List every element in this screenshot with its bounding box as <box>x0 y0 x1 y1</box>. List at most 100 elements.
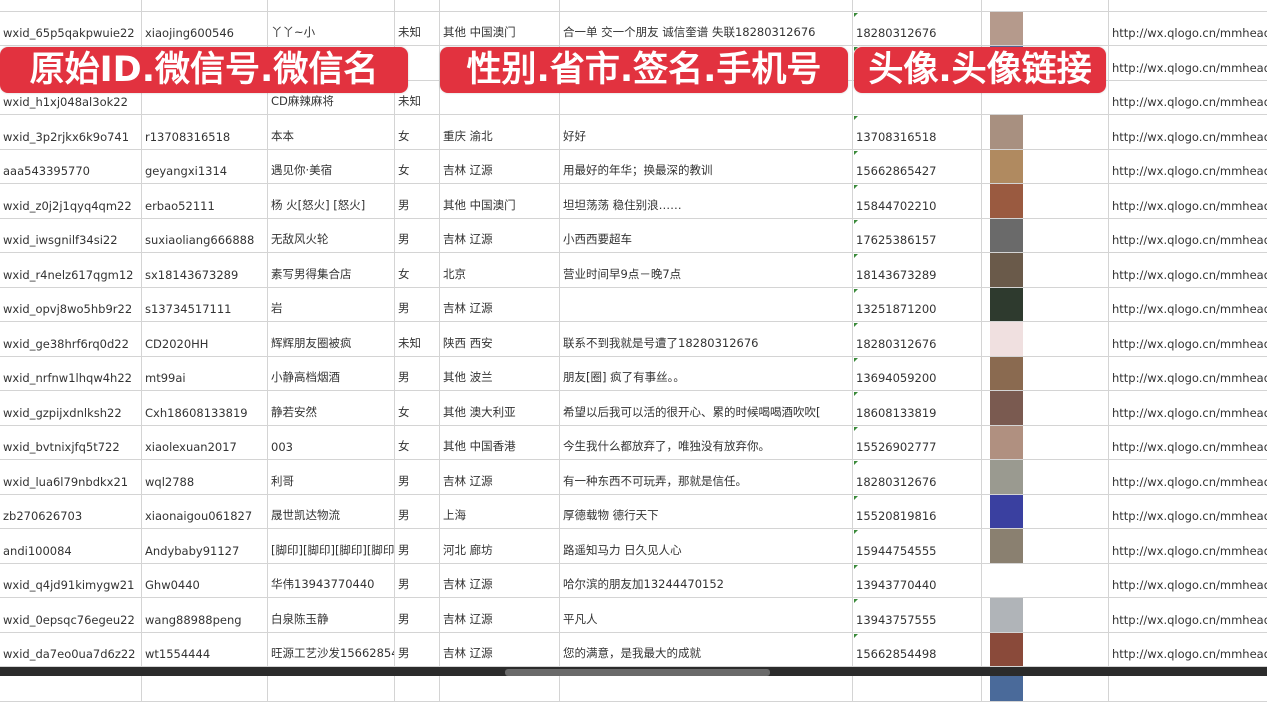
avatar-cell[interactable] <box>982 494 1109 528</box>
avatar-cell[interactable] <box>982 218 1109 252</box>
phone-cell[interactable]: 13708316518 <box>853 115 982 149</box>
signature-cell[interactable]: 今生我什么都放弃了，唯独没有放弃你。 <box>560 425 853 459</box>
wechat-name-cell[interactable]: 晟世凯达物流 <box>268 494 395 528</box>
horizontal-scrollbar[interactable] <box>505 669 770 676</box>
avatar-url-cell[interactable]: http://wx.qlogo.cn/mmhead <box>1109 288 1267 322</box>
avatar-url-cell[interactable]: http://wx.qlogo.cn/mmhead <box>1109 150 1267 184</box>
wechat-id-cell[interactable]: wang88988peng <box>142 598 268 632</box>
wechat-name-cell[interactable]: 旺源工艺沙发15662854 <box>268 632 395 666</box>
original-id-cell[interactable]: zb270626703 <box>0 494 142 528</box>
wechat-id-cell[interactable]: wt1554444 <box>142 632 268 666</box>
signature-cell[interactable] <box>560 287 853 321</box>
gender-cell[interactable]: 女 <box>395 391 440 425</box>
region-cell[interactable]: 北京 <box>440 253 560 287</box>
gender-cell[interactable]: 女 <box>395 149 440 183</box>
region-cell[interactable]: 吉林 辽源 <box>440 460 560 494</box>
signature-cell[interactable]: 平凡人 <box>560 598 853 632</box>
wechat-id-cell[interactable]: Cxh18608133819 <box>142 391 268 425</box>
wechat-name-cell[interactable]: 白泉陈玉静 <box>268 598 395 632</box>
avatar-url-cell[interactable]: http://wx.qlogo.cn/mmhead <box>1109 322 1267 356</box>
gender-cell[interactable]: 男 <box>395 529 440 563</box>
signature-cell[interactable]: 用最好的年华；换最深的教训 <box>560 149 853 183</box>
signature-cell[interactable]: 路遥知马力 日久见人心 <box>560 529 853 563</box>
region-cell[interactable]: 吉林 辽源 <box>440 598 560 632</box>
signature-cell[interactable]: 联系不到我就是号遭了18280312676 <box>560 322 853 356</box>
wechat-name-cell[interactable]: 华伟13943770440 <box>268 563 395 597</box>
original-id-cell[interactable]: wxid_z0j2j1qyq4qm22 <box>0 184 142 218</box>
wechat-id-cell[interactable]: geyangxi1314 <box>142 149 268 183</box>
avatar-url-cell[interactable]: http://wx.qlogo.cn/mmhead <box>1109 219 1267 253</box>
avatar-url-cell[interactable]: http://wx.qlogo.cn/mmhead <box>1109 115 1267 149</box>
phone-cell[interactable]: 18608133819 <box>853 391 982 425</box>
avatar-url-cell[interactable]: http://wx.qlogo.cn/mmhead <box>1109 253 1267 287</box>
region-cell[interactable]: 其他 中国澳门 <box>440 184 560 218</box>
gender-cell[interactable] <box>395 0 440 11</box>
avatar-url-cell[interactable]: http://wx.qlogo.cn/mmhead <box>1109 12 1267 46</box>
avatar-cell[interactable] <box>982 149 1109 183</box>
original-id-cell[interactable]: andi100084 <box>0 529 142 563</box>
gender-cell[interactable] <box>395 46 440 80</box>
signature-cell[interactable]: 哈尔滨的朋友加13244470152 <box>560 563 853 597</box>
wechat-id-cell[interactable] <box>142 80 268 114</box>
avatar-url-cell[interactable]: http://wx.qlogo.cn/mmhead <box>1109 564 1267 598</box>
avatar-cell[interactable] <box>982 356 1109 390</box>
wechat-id-cell[interactable]: wql2788 <box>142 460 268 494</box>
region-cell[interactable]: 吉林 辽源 <box>440 218 560 252</box>
phone-cell[interactable]: 15944754555 <box>853 529 982 563</box>
signature-cell[interactable] <box>560 0 853 11</box>
avatar-cell[interactable] <box>982 322 1109 356</box>
wechat-id-cell[interactable]: erbao52111 <box>142 184 268 218</box>
signature-cell[interactable]: 合一单 交一个朋友 诚信奎谱 失联18280312676 <box>560 11 853 45</box>
avatar-cell[interactable] <box>982 632 1109 666</box>
avatar-cell[interactable] <box>982 184 1109 218</box>
gender-cell[interactable]: 未知 <box>395 11 440 45</box>
gender-cell[interactable]: 男 <box>395 460 440 494</box>
avatar-cell[interactable] <box>982 11 1109 45</box>
region-cell[interactable]: 陕西 西安 <box>440 322 560 356</box>
phone-cell[interactable]: 13943770440 <box>853 563 982 597</box>
gender-cell[interactable]: 未知 <box>395 322 440 356</box>
wechat-id-cell[interactable]: suxiaoliang666888 <box>142 218 268 252</box>
wechat-id-cell[interactable]: xiaonaigou061827 <box>142 494 268 528</box>
signature-cell[interactable]: 有一种东西不可玩弄，那就是信任。 <box>560 460 853 494</box>
original-id-cell[interactable]: wxid_lua6l79nbdkx21 <box>0 460 142 494</box>
original-id-cell[interactable] <box>0 0 142 11</box>
wechat-name-cell[interactable]: 利哥 <box>268 460 395 494</box>
avatar-url-cell[interactable]: http://wx.qlogo.cn/mmhead <box>1109 81 1267 115</box>
region-cell[interactable]: 吉林 辽源 <box>440 149 560 183</box>
signature-cell[interactable]: 小西西要超车 <box>560 218 853 252</box>
signature-cell[interactable] <box>560 80 853 114</box>
avatar-cell[interactable] <box>982 563 1109 597</box>
original-id-cell[interactable]: wxid_ge38hrf6rq0d22 <box>0 322 142 356</box>
wechat-id-cell[interactable]: r13708316518 <box>142 115 268 149</box>
region-cell[interactable]: 其他 中国澳门 <box>440 11 560 45</box>
wechat-name-cell[interactable]: 本本 <box>268 115 395 149</box>
signature-cell[interactable]: 您的满意，是我最大的成就 <box>560 632 853 666</box>
original-id-cell[interactable]: aaa543395770 <box>0 149 142 183</box>
signature-cell[interactable]: 厚德载物 德行天下 <box>560 494 853 528</box>
region-cell[interactable]: 吉林 辽源 <box>440 632 560 666</box>
wechat-name-cell[interactable]: [脚印][脚印][脚印][脚印] <box>268 529 395 563</box>
phone-cell[interactable] <box>853 0 982 11</box>
avatar-url-cell[interactable]: http://wx.qlogo.cn/mmhead <box>1109 598 1267 632</box>
wechat-id-cell[interactable]: sx18143673289 <box>142 253 268 287</box>
region-cell[interactable]: 河北 廊坊 <box>440 529 560 563</box>
region-cell[interactable]: 上海 <box>440 494 560 528</box>
wechat-id-cell[interactable]: xiaojing600546 <box>142 11 268 45</box>
original-id-cell[interactable]: wxid_r4nelz617qgm12 <box>0 253 142 287</box>
phone-cell[interactable]: 15662865427 <box>853 149 982 183</box>
wechat-name-cell[interactable]: 岩 <box>268 287 395 321</box>
avatar-url-cell[interactable]: http://wx.qlogo.cn/mmhead <box>1109 426 1267 460</box>
avatar-url-cell[interactable]: http://wx.qlogo.cn/mmhead <box>1109 184 1267 218</box>
avatar-url-cell[interactable]: http://wx.qlogo.cn/mmhead <box>1109 633 1267 667</box>
signature-cell[interactable]: 坦坦荡荡 稳住别浪…… <box>560 184 853 218</box>
wechat-id-cell[interactable]: Ghw0440 <box>142 563 268 597</box>
signature-cell[interactable]: 朋友[圈] 疯了有事丝。。 <box>560 356 853 390</box>
wechat-id-cell[interactable]: Andybaby91127 <box>142 529 268 563</box>
gender-cell[interactable]: 女 <box>395 253 440 287</box>
region-cell[interactable]: 其他 澳大利亚 <box>440 391 560 425</box>
original-id-cell[interactable]: wxid_iwsgnilf34si22 <box>0 218 142 252</box>
gender-cell[interactable]: 男 <box>395 218 440 252</box>
avatar-url-cell[interactable]: http://wx.qlogo.cn/mmhead <box>1109 357 1267 391</box>
region-cell[interactable]: 其他 中国香港 <box>440 425 560 459</box>
